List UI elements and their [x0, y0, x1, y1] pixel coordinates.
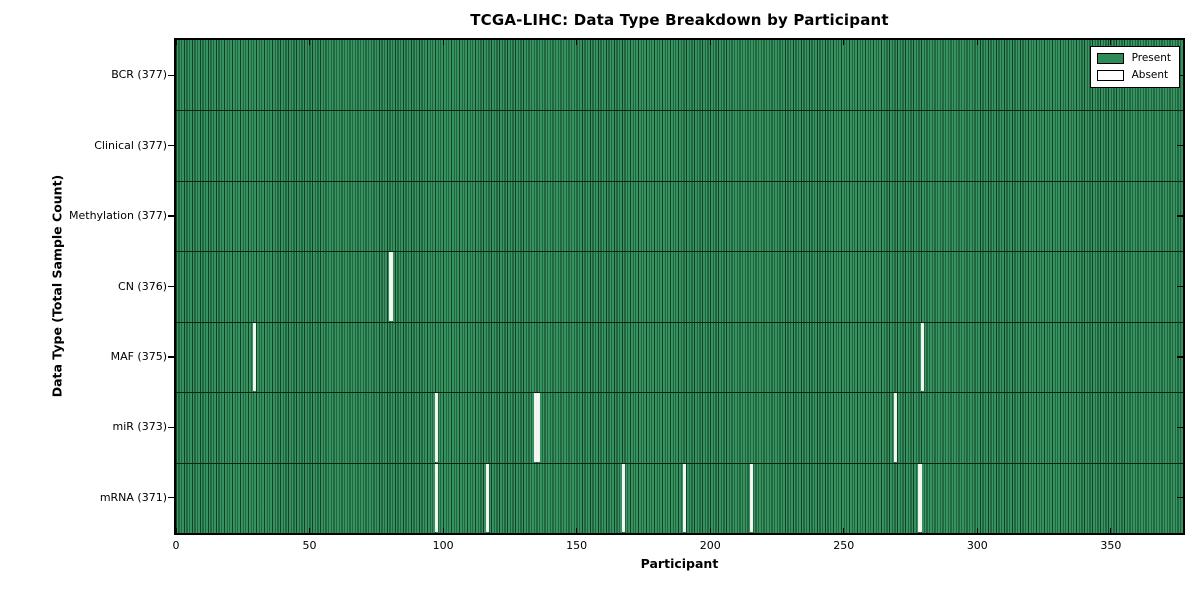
absent-gap-miR-269 — [894, 393, 898, 462]
row-separator — [176, 392, 1183, 394]
xtick-mark-top — [442, 40, 444, 45]
absent-gap-mRNA-97 — [434, 463, 439, 532]
legend-label-present: Present — [1131, 52, 1171, 64]
absent-gap-miR-134 — [533, 393, 537, 462]
ytick-label-mRNA: mRNA (371) — [99, 490, 167, 504]
ytick-mark-right — [1177, 285, 1183, 288]
ytick-mark-left — [168, 356, 174, 358]
row-separator — [176, 462, 1183, 464]
chart-title: TCGA-LIHC: Data Type Breakdown by Partic… — [470, 11, 889, 29]
ytick-mark-left — [168, 285, 174, 288]
ytick-mark-left — [168, 215, 174, 217]
xtick-mark-top — [709, 40, 711, 45]
xtick-mark-bottom — [576, 528, 578, 533]
xtick-mark-top — [976, 40, 978, 45]
ytick-mark-right — [1177, 215, 1183, 217]
xtick-mark-top — [308, 40, 311, 45]
xtick-mark-bottom — [1110, 528, 1112, 533]
xtick-label-300: 300 — [966, 539, 988, 552]
xtick-mark-top — [1110, 40, 1112, 45]
x-axis-title: Participant — [640, 556, 719, 571]
ytick-mark-right — [1177, 74, 1183, 76]
y-axis-title: Data Type (Total Sample Count) — [49, 174, 65, 398]
ytick-mark-left — [168, 145, 174, 147]
absent-gap-miR-97 — [434, 393, 439, 462]
xtick-label-0: 0 — [172, 539, 180, 552]
absent-gap-mRNA-278 — [918, 463, 922, 532]
ytick-mark-right — [1177, 356, 1183, 358]
legend-label-absent: Absent — [1131, 69, 1169, 81]
legend: Present Absent — [1089, 46, 1180, 88]
row-separator — [176, 251, 1183, 253]
absent-gap-CN-80 — [389, 252, 393, 321]
xtick-label-350: 350 — [1100, 539, 1122, 552]
xtick-mark-bottom — [308, 528, 311, 533]
absent-gap-MAF-29 — [253, 322, 257, 392]
absent-gap-MAF-279 — [920, 322, 925, 392]
xtick-mark-top — [175, 40, 177, 45]
ytick-mark-right — [1177, 497, 1183, 499]
ytick-label-MAF: MAF (375) — [110, 349, 167, 363]
ytick-mark-left — [168, 74, 174, 76]
xtick-mark-bottom — [442, 528, 444, 533]
absent-gap-mRNA-167 — [621, 463, 626, 532]
row-separator — [176, 180, 1183, 182]
xtick-label-250: 250 — [833, 539, 855, 552]
xtick-label-50: 50 — [302, 539, 317, 552]
legend-entry-absent: Absent — [1096, 69, 1171, 81]
ytick-mark-right — [1177, 145, 1183, 147]
row-separator — [176, 321, 1183, 323]
legend-swatch-present — [1096, 52, 1124, 64]
ytick-mark-left — [168, 426, 174, 428]
xtick-mark-bottom — [175, 528, 177, 533]
plot-area: Present Absent — [174, 38, 1185, 535]
absent-gap-mRNA-116 — [485, 463, 489, 532]
xtick-label-150: 150 — [566, 539, 588, 552]
absent-gap-mRNA-190 — [683, 463, 687, 532]
xtick-mark-bottom — [976, 528, 978, 533]
xtick-mark-bottom — [843, 528, 845, 533]
ytick-label-CN: CN (376) — [118, 279, 167, 293]
ytick-label-miR: miR (373) — [112, 420, 168, 434]
absent-gap-miR-135 — [536, 393, 540, 462]
ytick-label-Methylation: Methylation (377) — [69, 209, 167, 223]
ytick-mark-right — [1177, 426, 1183, 428]
xtick-mark-top — [576, 40, 578, 45]
absent-gap-mRNA-215 — [749, 463, 754, 532]
row-separator — [176, 110, 1183, 112]
xtick-label-200: 200 — [699, 539, 721, 552]
ytick-mark-left — [168, 497, 174, 499]
legend-entry-present: Present — [1096, 52, 1171, 64]
ytick-label-BCR: BCR (377) — [111, 68, 167, 82]
xtick-mark-bottom — [709, 528, 711, 533]
xtick-mark-top — [843, 40, 845, 45]
ytick-label-Clinical: Clinical (377) — [94, 138, 167, 152]
xtick-label-100: 100 — [432, 539, 454, 552]
legend-swatch-absent — [1096, 69, 1124, 81]
